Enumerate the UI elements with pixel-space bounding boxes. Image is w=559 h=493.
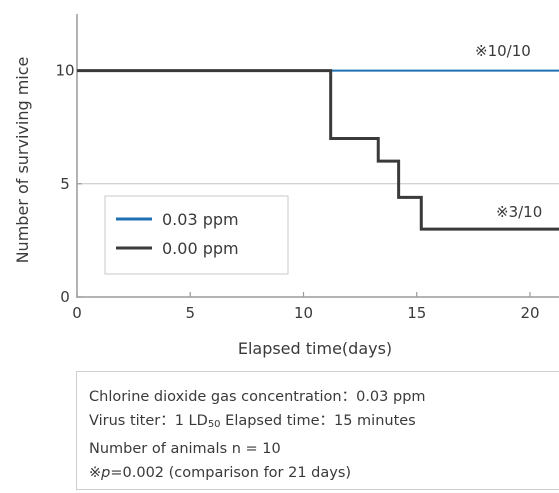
legend-label-0-00-ppm: 0.00 ppm [162, 239, 239, 258]
y-tick-label-5: 5 [60, 175, 70, 193]
axis-layer [76, 14, 559, 298]
x-tick-label-20: 20 [520, 304, 539, 322]
info-p-rest: =0.002 (comparison for 21 days) [110, 465, 352, 481]
grid-layer [77, 70, 559, 185]
y-tick-label-10: 10 [55, 62, 74, 80]
info-p-value: ※p=0.002 (comparison for 21 days) [89, 461, 559, 485]
x-tick-label-5: 5 [185, 304, 195, 322]
annotation-layer: ※10/10 ※3/10 [475, 42, 542, 221]
x-axis-title: Elapsed time(days) [238, 339, 392, 358]
x-tick-label-10: 10 [294, 304, 313, 322]
series-line-0-00-ppm [77, 69, 559, 231]
tick-layer: 0 5 10 0 5 10 15 20 [55, 62, 539, 322]
info-titer-pre: Virus titer：1 LD [89, 413, 208, 429]
info-concentration-text: Chlorine dioxide gas concentration：0.03 … [89, 389, 426, 405]
info-animal-count-text: Number of animals n = 10 [89, 441, 281, 457]
annotation-0-00-ppm: ※3/10 [496, 203, 542, 221]
x-tick-label-0: 0 [72, 304, 82, 322]
legend-box [104, 195, 289, 275]
info-p-symbol: p [101, 465, 111, 481]
annotation-0-03-ppm: ※10/10 [475, 42, 531, 60]
legend-label-0-03-ppm: 0.03 ppm [162, 210, 239, 229]
y-tick-label-0: 0 [60, 288, 70, 306]
info-animal-count: Number of animals n = 10 [89, 437, 559, 461]
info-virus-titer: Virus titer：1 LD50 Elapsed time：15 minut… [89, 409, 559, 437]
legend: 0.03 ppm 0.00 ppm [104, 195, 289, 275]
experiment-info-box: Chlorine dioxide gas concentration：0.03 … [76, 371, 559, 490]
x-tick-label-15: 15 [407, 304, 426, 322]
y-axis-title: Number of surviving mice [13, 57, 32, 264]
info-titer-post: Elapsed time：15 minutes [220, 413, 416, 429]
info-p-mark: ※ [89, 465, 102, 481]
series-layer [77, 69, 559, 231]
info-concentration: Chlorine dioxide gas concentration：0.03 … [89, 385, 559, 409]
info-titer-sub: 50 [207, 419, 221, 430]
